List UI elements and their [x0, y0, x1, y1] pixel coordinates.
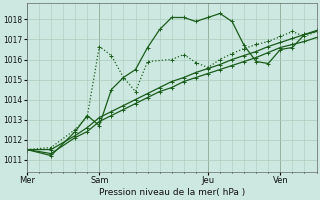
X-axis label: Pression niveau de la mer( hPa ): Pression niveau de la mer( hPa ): [99, 188, 245, 197]
